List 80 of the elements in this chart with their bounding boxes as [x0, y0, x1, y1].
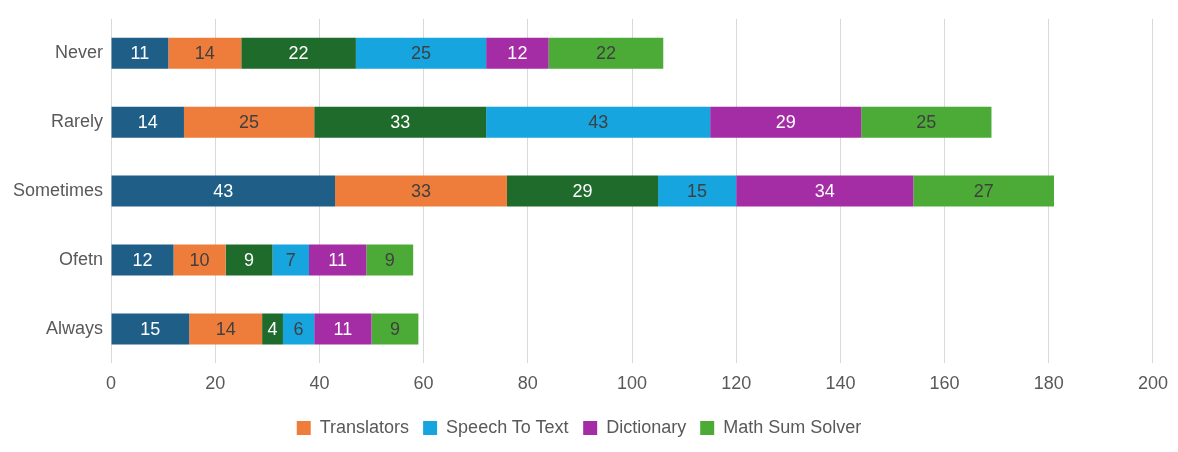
bar [371, 313, 419, 345]
bar [111, 313, 190, 345]
x-tick-label: 100 [616, 373, 648, 394]
bar [241, 37, 356, 69]
data-label: 9 [389, 318, 400, 339]
data-label: 14 [215, 318, 236, 339]
x-tick-label: 0 [106, 373, 117, 394]
bar [111, 244, 174, 276]
data-label: 33 [410, 181, 432, 202]
x-tick-label: 60 [413, 373, 434, 394]
bar [548, 37, 664, 69]
data-label: 43 [213, 181, 234, 202]
bar [486, 37, 549, 69]
data-label: 22 [595, 43, 616, 64]
data-label: 43 [588, 112, 609, 133]
data-label: 27 [973, 181, 994, 202]
bar [314, 106, 487, 138]
data-label: 22 [288, 43, 309, 64]
x-tick-label: 20 [205, 373, 226, 394]
bar [861, 106, 992, 138]
bar [111, 175, 336, 207]
data-label: 34 [814, 181, 835, 202]
bar [111, 37, 169, 69]
bar [710, 106, 862, 138]
bar [309, 244, 367, 276]
y-tick-label: Ofetn [59, 248, 104, 269]
data-label: 11 [333, 318, 353, 339]
x-tick-label: 80 [517, 373, 538, 394]
bar [913, 175, 1054, 207]
data-label: 12 [132, 249, 153, 270]
data-label: 4 [267, 318, 278, 339]
legend-label: Speech To Text [446, 416, 569, 437]
x-tick-label: 200 [1137, 373, 1169, 394]
data-label: 29 [572, 181, 593, 202]
bar [189, 313, 263, 345]
bar [335, 175, 507, 207]
bar [173, 244, 226, 276]
data-label: 14 [137, 112, 158, 133]
data-label: 25 [239, 112, 260, 133]
data-label: 29 [775, 112, 796, 133]
y-tick-label: Never [55, 42, 104, 63]
data-label: 11 [328, 249, 347, 270]
bar [658, 175, 737, 207]
bar [736, 175, 914, 207]
legend-label: Math Sum Solver [723, 416, 862, 437]
x-tick-label: 120 [721, 373, 752, 394]
bar [111, 106, 184, 138]
data-label: 12 [507, 43, 528, 64]
x-tick-label: 40 [309, 373, 330, 394]
bar [506, 175, 659, 207]
bar [262, 313, 283, 345]
bar [355, 37, 487, 69]
data-label: 25 [916, 112, 937, 133]
bar [314, 313, 372, 345]
y-tick-label: Rarely [51, 111, 104, 132]
data-label: 11 [130, 43, 150, 64]
data-label: 9 [384, 249, 395, 270]
bar [486, 106, 711, 138]
bar [366, 244, 414, 276]
data-label: 14 [194, 43, 215, 64]
bar [183, 106, 315, 138]
data-label: 9 [244, 249, 255, 270]
data-label: 10 [189, 249, 210, 270]
data-label: 33 [390, 112, 411, 133]
legend-label: Dictionary [606, 416, 687, 437]
data-label: 15 [687, 181, 708, 202]
bar [282, 313, 315, 345]
x-tick-label: 180 [1033, 373, 1064, 394]
y-tick-label: Sometimes [13, 180, 104, 201]
legend-label: Translators [319, 416, 410, 437]
data-label: 6 [293, 318, 304, 339]
x-tick-label: 160 [929, 373, 960, 394]
bar [168, 37, 242, 69]
y-tick-label: Always [46, 317, 104, 338]
bar [272, 244, 309, 276]
data-label: 15 [140, 318, 161, 339]
bar [225, 244, 273, 276]
x-tick-label: 140 [825, 373, 856, 394]
data-label: 25 [410, 43, 432, 64]
data-label: 7 [285, 249, 296, 270]
